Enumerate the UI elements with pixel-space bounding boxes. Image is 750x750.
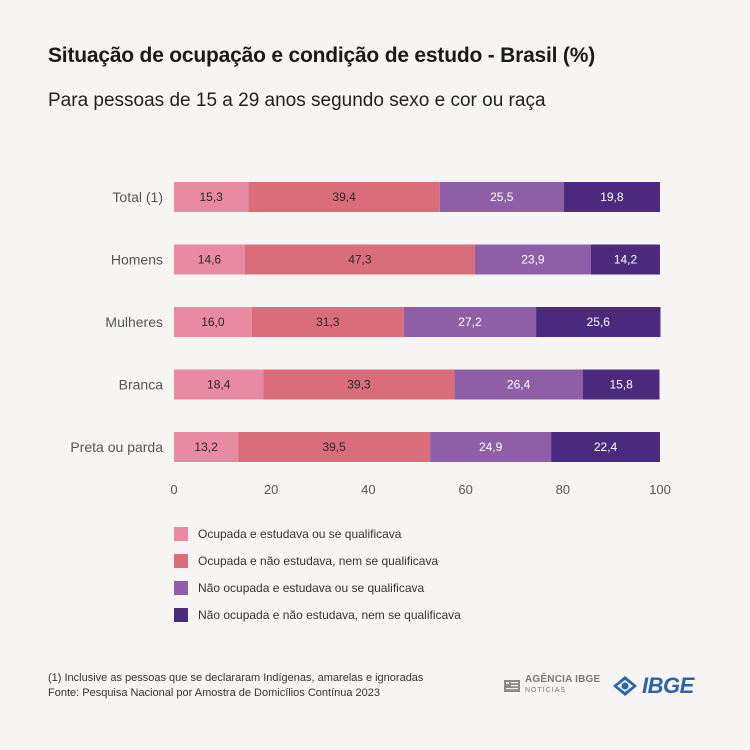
legend-item: Não ocupada e estudava ou se qualificava — [174, 579, 461, 597]
legend-swatch — [174, 554, 188, 568]
data-label: 47,3 — [348, 253, 372, 267]
stacked-bar-chart: Total (1) 15,3 39,4 25,5 19,8 Homens 14,6 47,3 2… — [70, 182, 671, 497]
category-label: Mulheres — [105, 314, 163, 330]
chart-title: Situação de ocupação e condição de estud… — [48, 44, 595, 67]
category-label: Total (1) — [112, 189, 163, 205]
bar-segment — [174, 369, 264, 400]
bar-segment — [536, 307, 661, 337]
data-label: 23,9 — [521, 253, 545, 267]
x-tick-label: 60 — [458, 482, 472, 497]
agencia-logo-icon — [504, 679, 520, 692]
legend-swatch — [174, 581, 188, 595]
bar-segment — [439, 182, 564, 212]
data-label: 13,2 — [194, 440, 218, 454]
bar-segment — [403, 307, 537, 337]
data-label: 26,4 — [507, 378, 531, 392]
data-label: 25,6 — [587, 315, 611, 329]
bar-segment — [454, 369, 583, 400]
data-label: 15,3 — [199, 190, 223, 204]
legend-label: Ocupada e não estudava, nem se qualifica… — [198, 554, 439, 568]
data-label: 14,6 — [198, 253, 222, 267]
ibge-logo-text: IBGE — [642, 673, 694, 698]
data-label: 25,5 — [490, 190, 514, 204]
bar-segment — [174, 182, 249, 212]
x-tick-label: 20 — [264, 482, 278, 497]
data-label: 16,0 — [201, 315, 225, 329]
agencia-ibge-logo: AGÊNCIA IBGE NOTÍCIAS — [503, 675, 600, 696]
agencia-logo-subtext: NOTÍCIAS — [525, 687, 567, 694]
data-label: 24,9 — [479, 440, 503, 454]
bar-segment — [474, 244, 591, 275]
x-tick-label: 0 — [170, 482, 177, 497]
footnote-source: Fonte: Pesquisa Nacional por Amostra de … — [48, 687, 381, 699]
data-label: 19,8 — [600, 190, 624, 204]
bar-segment — [174, 432, 239, 462]
bar-segment — [582, 369, 660, 400]
category-label: Homens — [111, 252, 163, 268]
ibge-logo: IBGE — [612, 673, 694, 699]
agencia-logo-text: AGÊNCIA IBGE — [525, 674, 601, 685]
category-label: Branca — [119, 377, 164, 393]
x-tick-label: 80 — [556, 482, 570, 497]
bar-segment — [238, 432, 431, 462]
category-label: Preta ou parda — [70, 439, 163, 455]
data-label: 27,2 — [458, 315, 482, 329]
data-label: 39,3 — [347, 378, 371, 392]
legend-swatch — [174, 527, 188, 541]
data-label: 22,4 — [594, 440, 618, 454]
data-label: 39,5 — [322, 440, 346, 454]
ibge-flag-icon — [613, 676, 637, 696]
chart-subtitle: Para pessoas de 15 a 29 anos segundo sex… — [48, 90, 546, 111]
bar-segment — [563, 182, 660, 212]
bar-segment — [263, 369, 455, 400]
legend-label: Ocupada e estudava ou se qualificava — [198, 527, 402, 541]
legend-item: Não ocupada e não estudava, nem se quali… — [174, 606, 461, 624]
bar-segment — [251, 307, 404, 337]
bar-segment — [174, 307, 252, 337]
legend-item: Ocupada e estudava ou se qualificava — [174, 525, 461, 543]
legend-label: Não ocupada e estudava ou se qualificava — [198, 581, 425, 595]
data-label: 39,4 — [332, 190, 356, 204]
footnote: (1) Inclusive as pessoas que se declarar… — [48, 671, 423, 701]
bar-segment — [244, 244, 475, 275]
data-label: 18,4 — [207, 378, 231, 392]
legend-label: Não ocupada e não estudava, nem se quali… — [198, 608, 461, 622]
bar-segment — [248, 182, 440, 212]
x-tick-label: 100 — [649, 482, 671, 497]
bar-segment — [590, 244, 660, 275]
x-tick-label: 40 — [361, 482, 375, 497]
bar-segment — [430, 432, 552, 462]
bar-segment — [551, 432, 660, 462]
legend-swatch — [174, 608, 188, 622]
data-label: 14,2 — [614, 253, 638, 267]
bar-segment — [174, 244, 245, 275]
legend-item: Ocupada e não estudava, nem se qualifica… — [174, 552, 461, 570]
footnote-note: (1) Inclusive as pessoas que se declarar… — [48, 672, 424, 684]
data-label: 15,8 — [609, 378, 633, 392]
data-label: 31,3 — [316, 315, 340, 329]
chart-legend: Ocupada e estudava ou se qualificava Ocup… — [174, 525, 461, 633]
